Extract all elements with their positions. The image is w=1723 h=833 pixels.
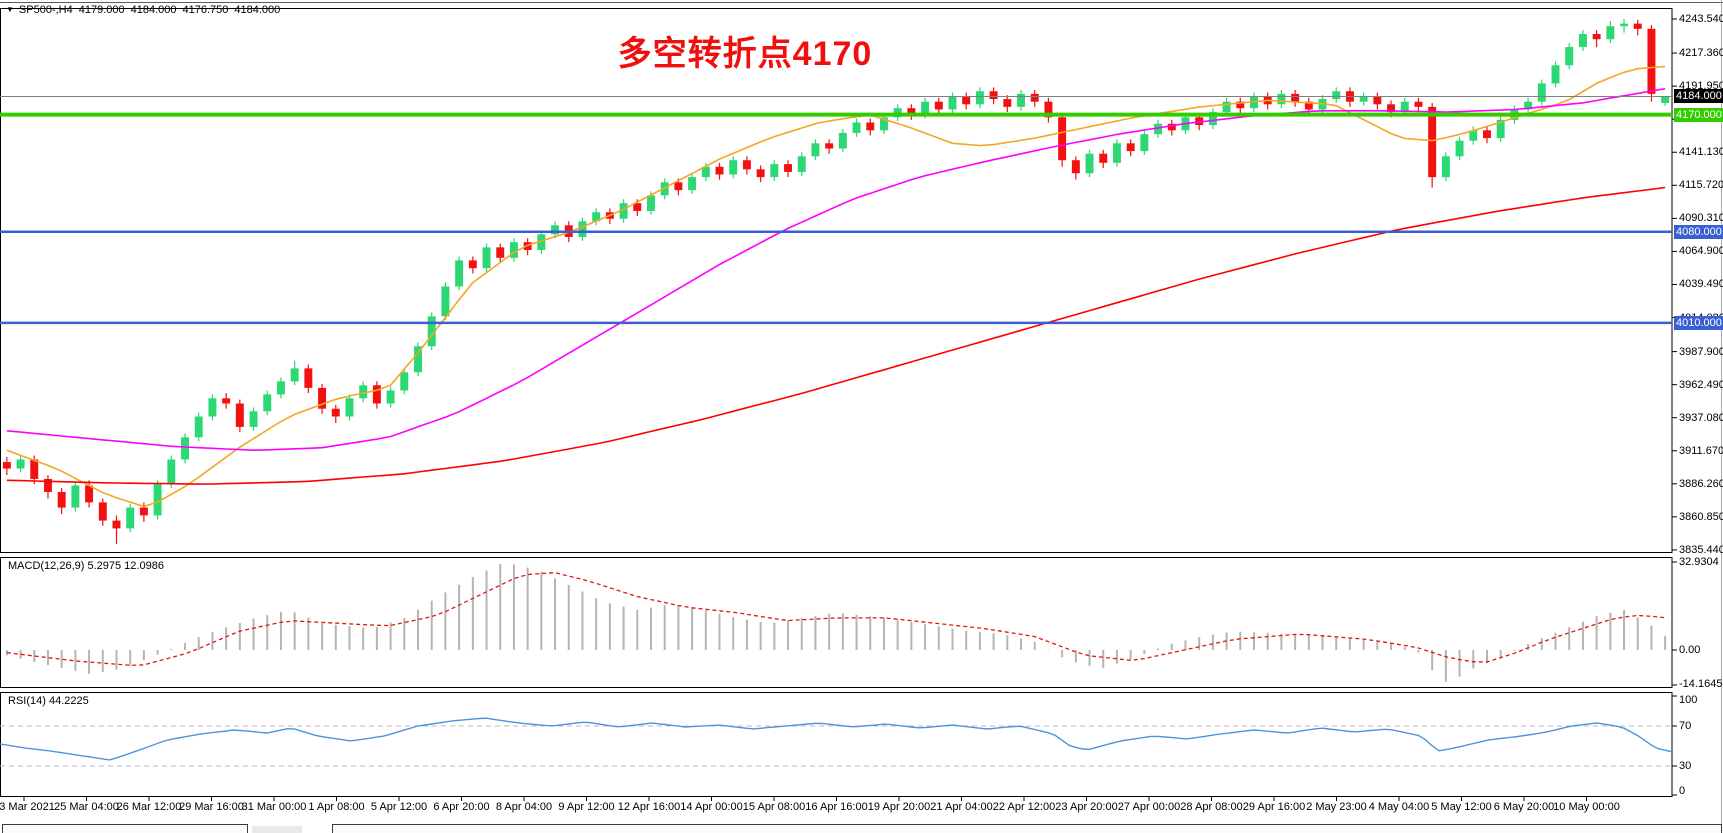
price-badge-4010: 4010.000 xyxy=(1674,315,1723,330)
x-axis-time-label: 15 Apr 08:00 xyxy=(742,801,806,813)
x-axis-time-label: 28 Apr 08:00 xyxy=(1180,801,1243,813)
ohlc-readout: ▼ SP500-,H4 4179.000 4184.000 4176.750 4184.0… xyxy=(6,4,286,16)
x-axis-time-label: 29 Mar 16:00 xyxy=(179,801,244,813)
rsi-axis-label: 30 xyxy=(1679,760,1692,772)
y-axis-price-label: 4090.310 xyxy=(1679,212,1723,225)
y-axis-price-label: 4064.900 xyxy=(1679,245,1723,258)
main-panel-frame xyxy=(0,8,1673,553)
x-axis-time-label: 19 Apr 20:00 xyxy=(867,801,931,813)
x-axis-time-label: 23 Apr 20:00 xyxy=(1055,801,1118,813)
price-badge-4080: 4080.000 xyxy=(1674,224,1723,239)
symbol-dropdown-icon[interactable]: ▼ xyxy=(6,5,14,14)
macd-indicator-label: MACD(12,26,9) 5.2975 12.0986 xyxy=(8,560,164,572)
x-axis-time-label: 25 Mar 04:00 xyxy=(54,801,119,813)
rsi-line xyxy=(0,717,1673,761)
rsi-axis-label: 0 xyxy=(1679,785,1686,797)
x-axis-time-label: 21 Apr 04:00 xyxy=(930,801,993,813)
bar-high-value: 4184.000 xyxy=(130,4,177,16)
bar-low-value: 4176.750 xyxy=(182,4,229,16)
ma-mid-magenta xyxy=(6,87,1666,452)
macd-axis-label: -14.1645 xyxy=(1679,678,1723,690)
macd-axis-label: 32.9304 xyxy=(1679,556,1719,568)
bar-close-value: 4184.000 xyxy=(234,4,281,16)
x-axis-time-label: 10 May 00:00 xyxy=(1553,801,1620,813)
y-axis-price-label: 4191.950 xyxy=(1679,80,1723,93)
x-axis-time-label: 16 Apr 16:00 xyxy=(805,801,868,813)
x-axis-time-label: 29 Apr 16:00 xyxy=(1242,801,1306,813)
y-axis-price-label: 3860.850 xyxy=(1679,510,1723,523)
x-axis-time-label: 5 May 12:00 xyxy=(1431,801,1492,813)
bottom-window-chip[interactable] xyxy=(252,826,302,833)
y-axis-price-label: 3886.260 xyxy=(1679,477,1723,490)
bottom-window-fragment[interactable] xyxy=(332,824,1722,833)
y-axis-price-label: 3835.440 xyxy=(1679,543,1723,556)
rsi-axis-label: 100 xyxy=(1679,694,1698,706)
price-badge-4170: 4170.000 xyxy=(1674,107,1723,122)
y-axis-price-label: 4217.360 xyxy=(1679,47,1723,60)
x-axis-time-label: 6 Apr 20:00 xyxy=(433,801,490,813)
rsi-indicator-label: RSI(14) 44.2225 xyxy=(8,695,89,707)
rsi-axis-label: 70 xyxy=(1679,720,1692,732)
price-badge-4184: 4184.000 xyxy=(1674,89,1723,104)
x-axis-time-label: 4 May 04:00 xyxy=(1368,801,1430,813)
x-axis-time-label: 8 Apr 04:00 xyxy=(495,801,553,813)
x-axis-time-label: 23 Mar 2021 xyxy=(0,801,55,813)
chart-annotation-title: 多空转折点4170 xyxy=(617,35,873,73)
x-axis-time-label: 5 Apr 12:00 xyxy=(370,801,428,813)
x-axis-time-label: 6 May 20:00 xyxy=(1493,801,1555,813)
bar-open-value: 4179.000 xyxy=(78,4,125,16)
x-axis-time-label: 12 Apr 16:00 xyxy=(617,801,681,813)
y-axis-price-label: 4115.720 xyxy=(1679,179,1723,192)
y-axis-price-label: 4243.540 xyxy=(1679,13,1723,25)
ma-fast-orange xyxy=(6,65,1666,508)
x-axis-time-label: 22 Apr 12:00 xyxy=(992,801,1056,813)
macd-layer xyxy=(5,564,1667,682)
x-axis-time-label: 27 Apr 00:00 xyxy=(1117,801,1181,813)
bottom-window-fragment[interactable] xyxy=(2,824,248,833)
rsi-layer xyxy=(0,717,1673,767)
y-axis-price-label: 3987.900 xyxy=(1679,345,1723,358)
y-axis-price-label: 4141.130 xyxy=(1679,146,1723,159)
x-axis-time-label: 26 Mar 12:00 xyxy=(116,801,182,813)
x-axis-time-label: 1 Apr 08:00 xyxy=(308,801,365,813)
y-axis-price-label: 3937.080 xyxy=(1679,411,1723,424)
x-axis-time-label: 9 Apr 12:00 xyxy=(558,801,615,813)
symbol-timeframe: SP500-,H4 xyxy=(18,4,73,16)
y-axis-price-label: 3911.670 xyxy=(1679,444,1723,457)
x-axis-time-label: 14 Apr 00:00 xyxy=(680,801,743,813)
x-axis-time-label: 2 May 23:00 xyxy=(1306,801,1367,813)
rsi-panel-frame xyxy=(0,692,1673,797)
y-axis-price-label: 3962.490 xyxy=(1679,378,1723,391)
candles-layer xyxy=(2,19,1670,545)
y-axis-price-label: 4039.490 xyxy=(1679,278,1723,291)
macd-panel-frame xyxy=(0,557,1673,688)
axis-ticks xyxy=(23,18,1677,801)
macd-signal-line xyxy=(6,572,1666,666)
x-axis-time-label: 31 Mar 00:00 xyxy=(241,801,307,813)
macd-axis-label: 0.00 xyxy=(1679,644,1701,656)
